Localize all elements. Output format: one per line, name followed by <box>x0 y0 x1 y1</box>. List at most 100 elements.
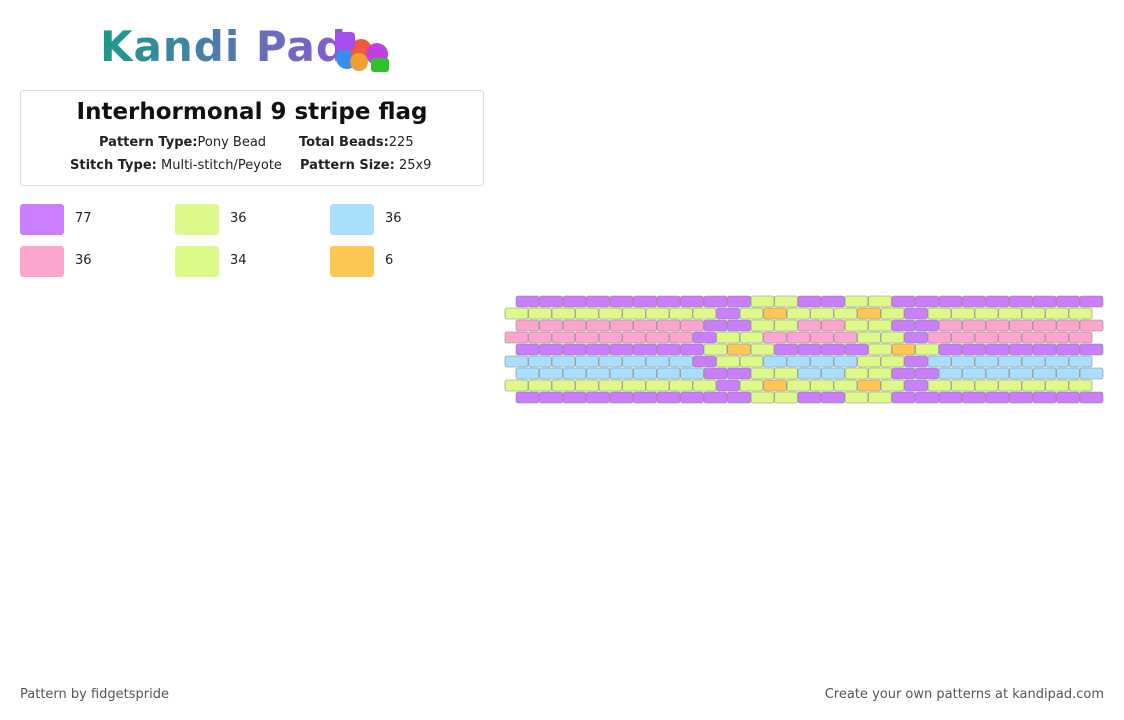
field: Stitch Type: Multi-stitch/Peyote <box>70 158 282 173</box>
bead <box>763 355 787 368</box>
bead <box>598 355 623 368</box>
bead <box>797 391 822 404</box>
bead <box>703 319 728 332</box>
bead <box>763 331 787 344</box>
bead <box>515 295 540 308</box>
bead <box>810 307 834 320</box>
bead <box>821 295 845 308</box>
bead <box>562 391 587 404</box>
bead <box>915 391 939 404</box>
bead <box>891 391 916 404</box>
bead <box>656 391 681 404</box>
bead <box>880 307 905 320</box>
bead <box>609 343 634 356</box>
bead <box>656 319 681 332</box>
color-count: 77 <box>75 211 92 226</box>
bead <box>915 367 939 380</box>
bead <box>750 391 775 404</box>
logo[interactable]: Kandi Pad <box>100 22 347 71</box>
bead <box>927 307 952 320</box>
bead <box>727 319 751 332</box>
bead <box>880 379 905 392</box>
bead <box>985 343 1010 356</box>
bead <box>1056 295 1080 308</box>
bead <box>797 343 822 356</box>
bead <box>598 379 623 392</box>
bead <box>633 343 657 356</box>
bead <box>528 379 552 392</box>
bead <box>1032 367 1057 380</box>
bead <box>786 379 811 392</box>
field-label: Pattern Size: <box>300 158 395 173</box>
bead <box>797 367 822 380</box>
bead <box>844 319 869 332</box>
bead <box>1056 391 1080 404</box>
bead <box>891 367 916 380</box>
bead <box>515 343 540 356</box>
bead <box>539 319 563 332</box>
bead <box>656 295 681 308</box>
bead <box>962 367 986 380</box>
bead <box>727 295 751 308</box>
bead <box>1079 295 1104 308</box>
bead <box>951 331 975 344</box>
bead <box>857 355 881 368</box>
bead <box>1021 355 1046 368</box>
bead <box>833 355 858 368</box>
bead <box>739 379 764 392</box>
bead <box>669 379 693 392</box>
bead <box>1056 343 1080 356</box>
bead <box>562 295 587 308</box>
bead <box>645 307 670 320</box>
bead <box>797 295 822 308</box>
bead <box>868 367 892 380</box>
field-value: 25x9 <box>398 158 432 173</box>
bead <box>797 319 822 332</box>
info-card: Interhormonal 9 stripe flag Pattern Type… <box>20 90 484 186</box>
bead <box>951 379 975 392</box>
bead <box>786 331 811 344</box>
bead <box>504 379 529 392</box>
bead <box>985 367 1010 380</box>
bead <box>562 367 587 380</box>
bead <box>857 331 881 344</box>
bead <box>703 295 728 308</box>
color-swatch <box>175 246 219 277</box>
logo-beads <box>335 32 389 72</box>
bead <box>1009 319 1033 332</box>
field-label: Stitch Type: <box>70 158 157 173</box>
bead <box>774 391 798 404</box>
bead <box>998 307 1022 320</box>
bead <box>1068 307 1093 320</box>
bead <box>868 343 892 356</box>
bead <box>844 295 869 308</box>
bead <box>645 379 670 392</box>
bead <box>1079 391 1104 404</box>
bead <box>586 295 610 308</box>
bead <box>998 331 1022 344</box>
bead <box>598 307 623 320</box>
bead <box>739 355 764 368</box>
bead <box>703 343 728 356</box>
color-count: 6 <box>385 253 394 268</box>
bead <box>515 391 540 404</box>
bead <box>609 367 634 380</box>
bead <box>680 367 704 380</box>
bead <box>692 331 717 344</box>
bead <box>868 319 892 332</box>
footer-link[interactable]: Create your own patterns at kandipad.com <box>824 687 1104 702</box>
bead <box>562 319 587 332</box>
bead <box>810 355 834 368</box>
bead <box>575 331 599 344</box>
field-label: Total Beads: <box>299 135 389 150</box>
bead <box>727 367 751 380</box>
color-swatch <box>175 204 219 235</box>
bead <box>938 343 963 356</box>
bead <box>575 355 599 368</box>
bead <box>868 391 892 404</box>
bead <box>938 391 963 404</box>
field: Pattern Type:Pony Bead <box>99 135 266 150</box>
bead <box>868 295 892 308</box>
field-value: Multi-stitch/Peyote <box>161 158 282 173</box>
